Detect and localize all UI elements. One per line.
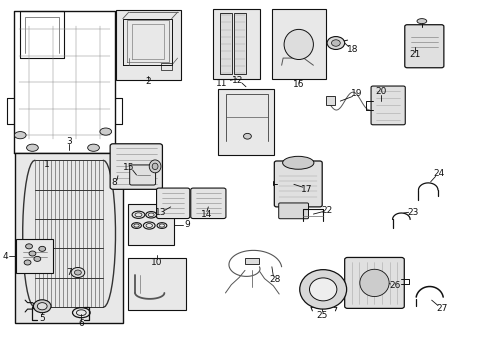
Text: 8: 8 bbox=[111, 178, 117, 187]
Ellipse shape bbox=[284, 30, 314, 59]
Text: 26: 26 bbox=[390, 280, 401, 289]
FancyBboxPatch shape bbox=[344, 257, 404, 309]
FancyBboxPatch shape bbox=[279, 203, 309, 219]
FancyBboxPatch shape bbox=[110, 144, 162, 189]
Text: 24: 24 bbox=[434, 169, 445, 178]
Bar bbox=[272, 9, 326, 79]
Ellipse shape bbox=[283, 156, 314, 169]
Text: 5: 5 bbox=[39, 314, 45, 323]
Text: 18: 18 bbox=[347, 45, 358, 54]
Ellipse shape bbox=[29, 251, 36, 256]
Bar bbox=[234, 13, 246, 74]
Ellipse shape bbox=[33, 300, 51, 313]
Text: 2: 2 bbox=[146, 77, 151, 86]
Ellipse shape bbox=[149, 160, 161, 173]
Ellipse shape bbox=[152, 163, 158, 170]
Ellipse shape bbox=[74, 270, 81, 275]
Text: 3: 3 bbox=[66, 137, 72, 146]
Ellipse shape bbox=[88, 144, 99, 151]
Ellipse shape bbox=[360, 269, 389, 297]
Bar bbox=[245, 258, 259, 264]
Text: 1: 1 bbox=[44, 161, 50, 170]
Text: 11: 11 bbox=[216, 79, 227, 88]
Ellipse shape bbox=[37, 303, 47, 310]
FancyBboxPatch shape bbox=[274, 161, 322, 207]
Ellipse shape bbox=[310, 278, 337, 301]
Bar bbox=[128, 258, 186, 310]
Ellipse shape bbox=[71, 267, 85, 278]
Text: 25: 25 bbox=[317, 311, 328, 320]
Bar bbox=[161, 63, 171, 69]
Bar bbox=[116, 10, 181, 80]
Text: 16: 16 bbox=[293, 80, 304, 89]
Ellipse shape bbox=[26, 144, 38, 151]
Text: 15: 15 bbox=[123, 163, 135, 172]
FancyBboxPatch shape bbox=[157, 188, 190, 219]
Ellipse shape bbox=[100, 128, 112, 135]
Text: 21: 21 bbox=[409, 50, 421, 59]
Text: 23: 23 bbox=[407, 208, 418, 217]
Ellipse shape bbox=[25, 244, 32, 249]
Text: 17: 17 bbox=[301, 185, 312, 194]
Text: 19: 19 bbox=[351, 89, 362, 98]
Text: 7: 7 bbox=[66, 268, 72, 277]
Bar bbox=[326, 96, 335, 105]
Ellipse shape bbox=[417, 19, 427, 24]
Text: 9: 9 bbox=[184, 220, 190, 229]
FancyBboxPatch shape bbox=[371, 86, 405, 125]
Ellipse shape bbox=[34, 256, 41, 261]
Text: 14: 14 bbox=[201, 210, 213, 219]
FancyBboxPatch shape bbox=[130, 165, 156, 185]
Ellipse shape bbox=[300, 270, 346, 309]
FancyBboxPatch shape bbox=[405, 25, 444, 68]
Ellipse shape bbox=[331, 40, 340, 46]
Text: 22: 22 bbox=[321, 206, 333, 215]
Ellipse shape bbox=[14, 132, 26, 139]
Text: 10: 10 bbox=[151, 258, 163, 267]
Text: 12: 12 bbox=[231, 76, 243, 85]
Ellipse shape bbox=[244, 134, 251, 139]
Bar bbox=[220, 13, 232, 74]
Text: 13: 13 bbox=[155, 208, 167, 217]
Bar bbox=[15, 153, 123, 323]
Ellipse shape bbox=[39, 246, 46, 251]
Bar bbox=[218, 89, 274, 155]
FancyBboxPatch shape bbox=[191, 188, 226, 219]
Text: 27: 27 bbox=[436, 303, 447, 312]
Text: 6: 6 bbox=[78, 319, 84, 328]
Bar bbox=[128, 204, 174, 245]
Text: 4: 4 bbox=[3, 252, 8, 261]
Text: 28: 28 bbox=[270, 275, 281, 284]
Ellipse shape bbox=[327, 37, 344, 49]
Text: 20: 20 bbox=[375, 87, 387, 96]
Ellipse shape bbox=[24, 260, 31, 265]
Bar bbox=[16, 239, 53, 273]
Bar bbox=[213, 9, 260, 79]
